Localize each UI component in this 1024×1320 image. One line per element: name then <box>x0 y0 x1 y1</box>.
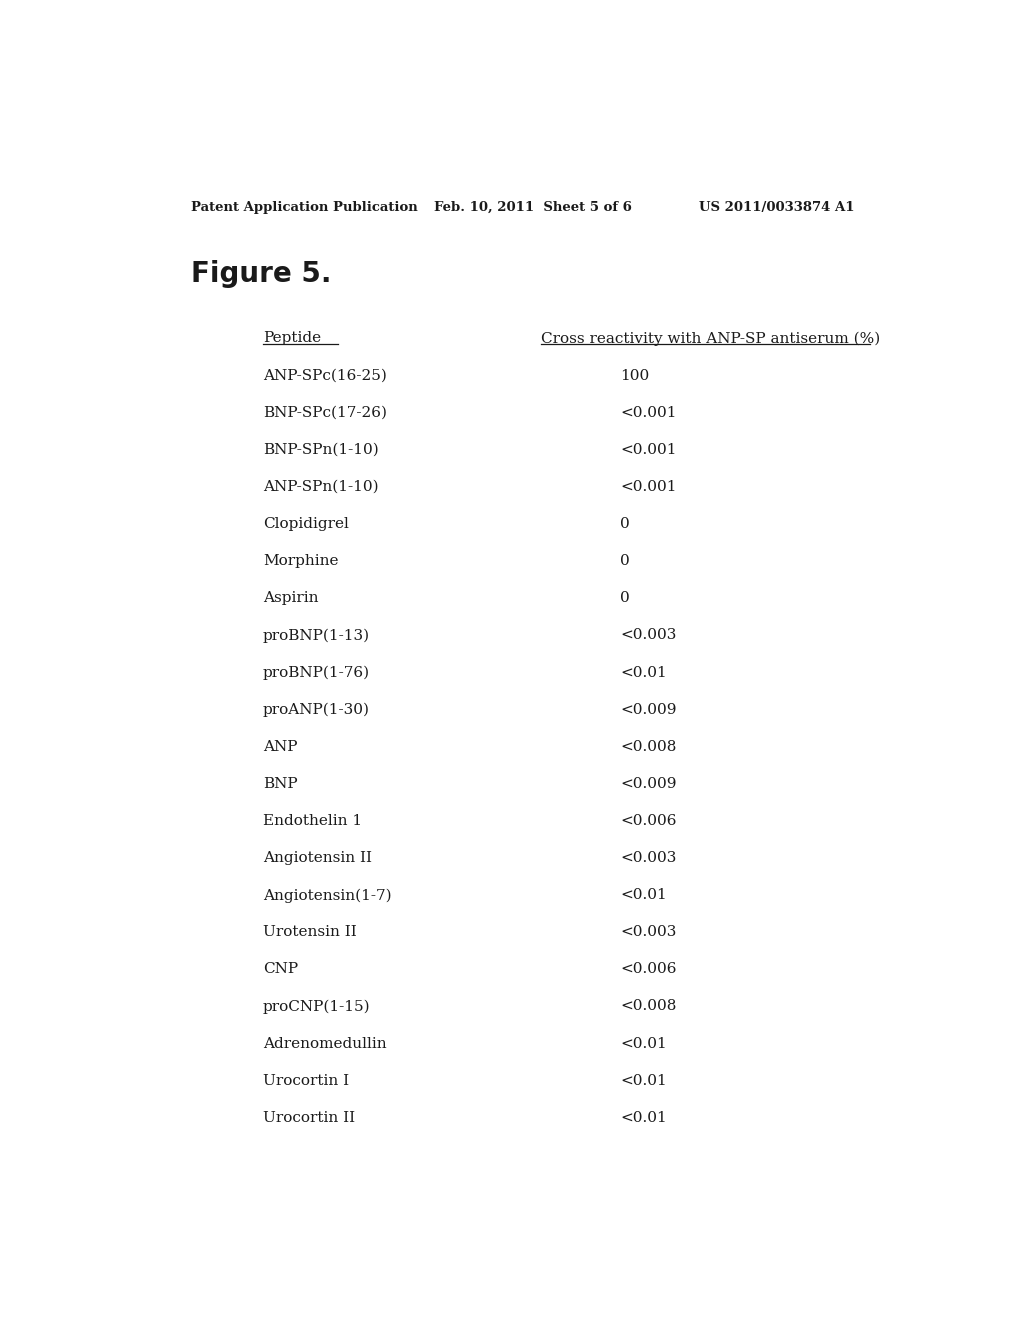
Text: US 2011/0033874 A1: US 2011/0033874 A1 <box>699 201 855 214</box>
Text: ANP-SPn(1-10): ANP-SPn(1-10) <box>263 480 379 494</box>
Text: <0.003: <0.003 <box>620 925 677 940</box>
Text: ANP: ANP <box>263 739 297 754</box>
Text: <0.01: <0.01 <box>620 1110 667 1125</box>
Text: Angiotensin(1-7): Angiotensin(1-7) <box>263 888 391 903</box>
Text: <0.01: <0.01 <box>620 888 667 902</box>
Text: <0.01: <0.01 <box>620 1036 667 1051</box>
Text: <0.008: <0.008 <box>620 999 677 1014</box>
Text: proANP(1-30): proANP(1-30) <box>263 702 370 717</box>
Text: ANP-SPc(16-25): ANP-SPc(16-25) <box>263 368 387 383</box>
Text: <0.003: <0.003 <box>620 628 677 643</box>
Text: BNP-SPn(1-10): BNP-SPn(1-10) <box>263 444 379 457</box>
Text: Peptide: Peptide <box>263 331 322 346</box>
Text: <0.008: <0.008 <box>620 739 677 754</box>
Text: <0.001: <0.001 <box>620 405 677 420</box>
Text: <0.001: <0.001 <box>620 444 677 457</box>
Text: Aspirin: Aspirin <box>263 591 318 606</box>
Text: BNP-SPc(17-26): BNP-SPc(17-26) <box>263 405 387 420</box>
Text: Urocortin II: Urocortin II <box>263 1110 355 1125</box>
Text: <0.009: <0.009 <box>620 702 677 717</box>
Text: Angiotensin II: Angiotensin II <box>263 851 372 865</box>
Text: 0: 0 <box>620 591 630 606</box>
Text: CNP: CNP <box>263 962 298 977</box>
Text: Clopidigrel: Clopidigrel <box>263 517 349 531</box>
Text: BNP: BNP <box>263 777 298 791</box>
Text: Adrenomedullin: Adrenomedullin <box>263 1036 386 1051</box>
Text: <0.01: <0.01 <box>620 665 667 680</box>
Text: <0.006: <0.006 <box>620 962 677 977</box>
Text: <0.001: <0.001 <box>620 480 677 494</box>
Text: <0.01: <0.01 <box>620 1073 667 1088</box>
Text: proBNP(1-13): proBNP(1-13) <box>263 628 370 643</box>
Text: Cross reactivity with ANP-SP antiserum (%): Cross reactivity with ANP-SP antiserum (… <box>541 331 880 346</box>
Text: Urocortin I: Urocortin I <box>263 1073 349 1088</box>
Text: <0.003: <0.003 <box>620 851 677 865</box>
Text: Figure 5.: Figure 5. <box>191 260 332 288</box>
Text: 0: 0 <box>620 517 630 531</box>
Text: proBNP(1-76): proBNP(1-76) <box>263 665 370 680</box>
Text: Morphine: Morphine <box>263 554 338 569</box>
Text: Patent Application Publication: Patent Application Publication <box>191 201 418 214</box>
Text: <0.009: <0.009 <box>620 777 677 791</box>
Text: Endothelin 1: Endothelin 1 <box>263 814 362 828</box>
Text: Feb. 10, 2011  Sheet 5 of 6: Feb. 10, 2011 Sheet 5 of 6 <box>433 201 632 214</box>
Text: 100: 100 <box>620 368 649 383</box>
Text: 0: 0 <box>620 554 630 569</box>
Text: Urotensin II: Urotensin II <box>263 925 356 940</box>
Text: <0.006: <0.006 <box>620 814 677 828</box>
Text: proCNP(1-15): proCNP(1-15) <box>263 999 371 1014</box>
